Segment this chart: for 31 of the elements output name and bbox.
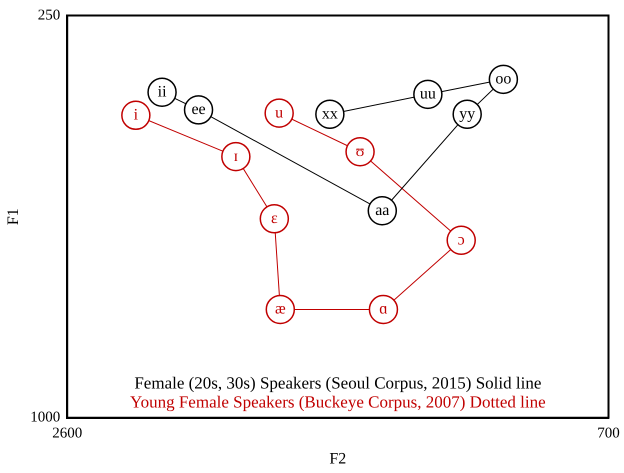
data-label: u (275, 104, 284, 122)
data-label: ee (191, 101, 206, 118)
point (221, 142, 251, 172)
data-label: oo (495, 70, 512, 88)
point (260, 204, 290, 234)
data-label: ɛ (270, 210, 278, 227)
y-tick-label: 1000 (30, 410, 60, 426)
y-tick-label: 250 (38, 7, 60, 24)
data-label: i (134, 106, 139, 124)
data-label: aa (375, 202, 390, 219)
point (368, 294, 398, 324)
x-tick-label: 700 (597, 426, 620, 442)
x-tick-label: 2600 (52, 426, 82, 442)
x-axis-title: F2 (329, 450, 346, 468)
data-label: yy (459, 105, 476, 122)
data-label: ʊ (356, 142, 365, 160)
text: Young Female Speakers (Buckeye Corpus, 2007) Dotted line (130, 392, 546, 412)
data-label: ɑ (379, 300, 388, 318)
point (264, 98, 294, 128)
point (345, 136, 375, 166)
text: Female (20s, 30s) Speakers (Seoul Corpus, 2015) Solid line (134, 373, 542, 392)
data-label: uu (420, 86, 436, 103)
data-label: xx (322, 105, 338, 122)
y-axis-title: F1 (4, 208, 22, 226)
point (446, 226, 476, 255)
data-label: æ (274, 300, 286, 318)
point (121, 100, 151, 130)
data-label: ɪ (234, 148, 238, 165)
data-label: ii (158, 83, 168, 100)
point (266, 294, 296, 324)
data-label: ɔ (458, 231, 465, 248)
